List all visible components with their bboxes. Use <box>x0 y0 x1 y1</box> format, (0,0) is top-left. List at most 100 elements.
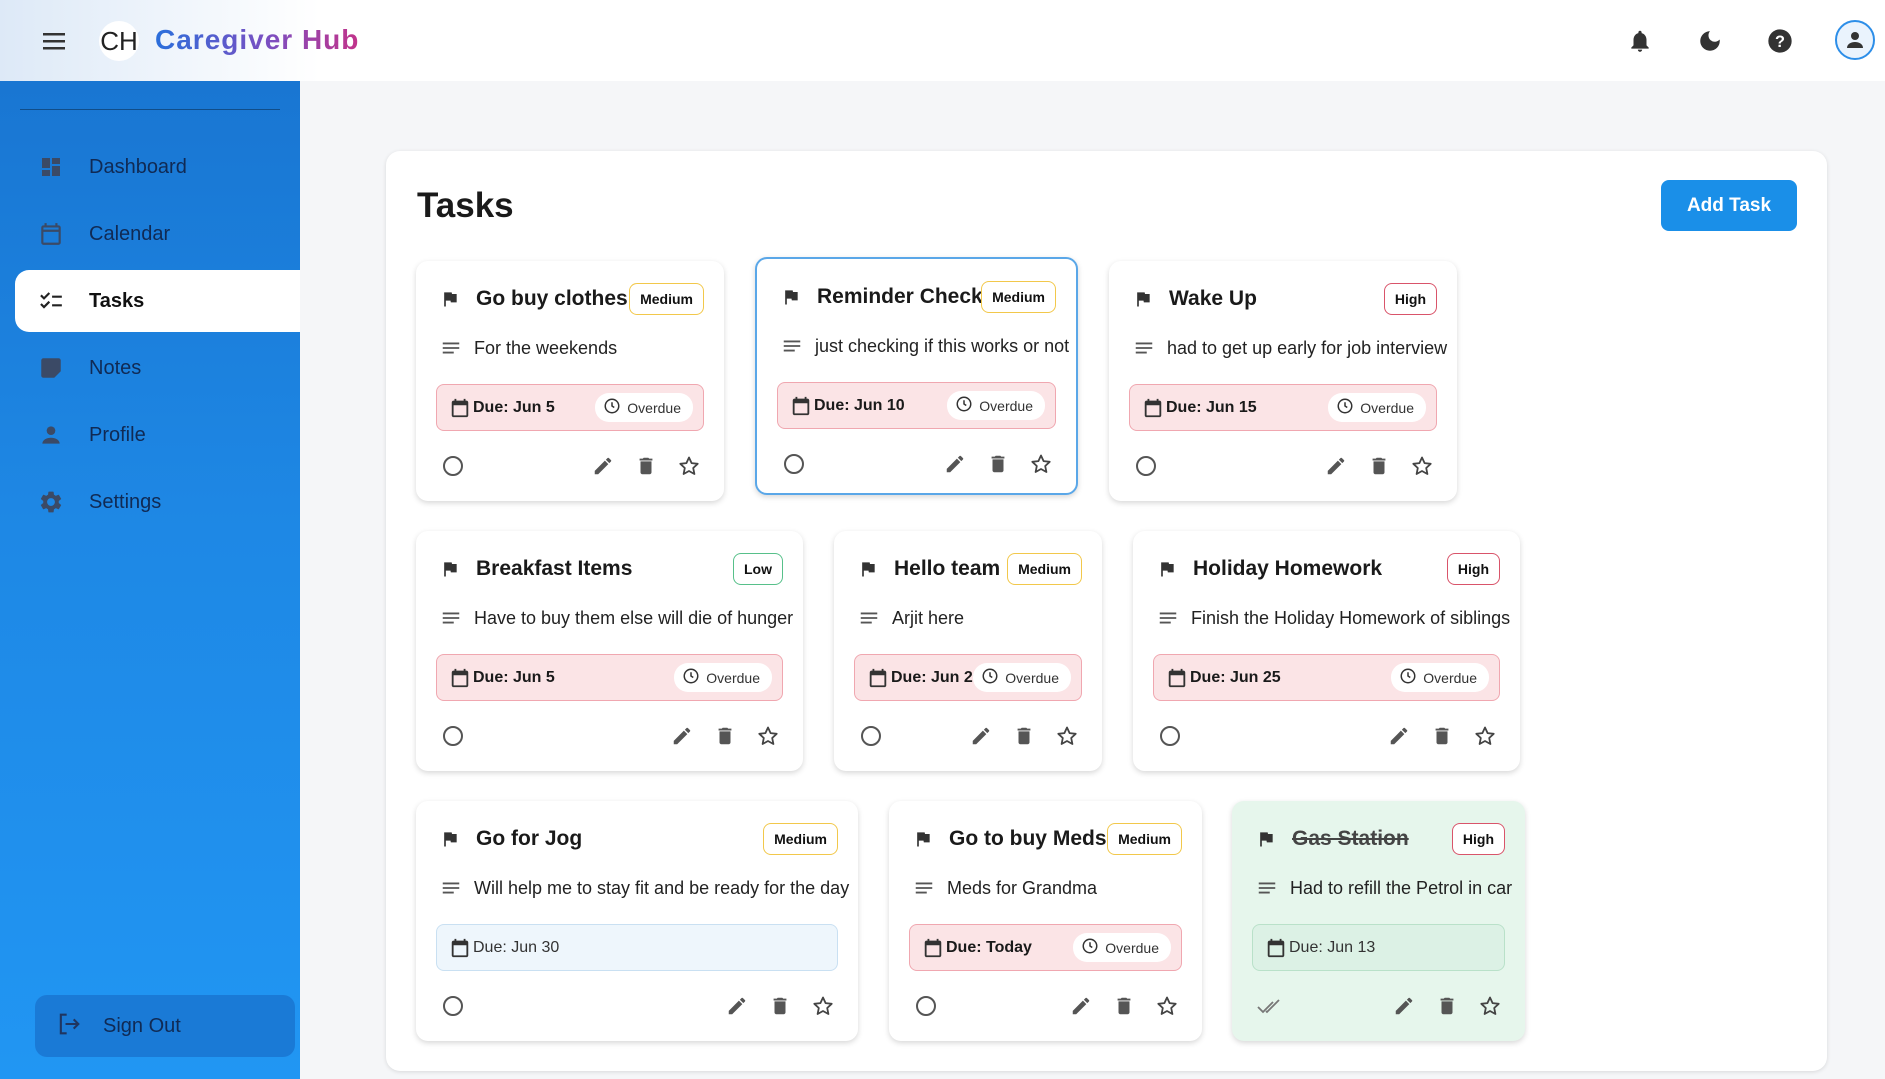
task-header: Hello team Medium <box>858 553 1082 585</box>
edit-icon[interactable] <box>1323 453 1349 479</box>
description-icon <box>781 335 803 357</box>
complete-toggle-icon[interactable] <box>440 993 466 1019</box>
star-icon[interactable] <box>1409 453 1435 479</box>
calendar-icon <box>449 397 471 419</box>
edit-icon[interactable] <box>1391 993 1417 1019</box>
complete-toggle-icon[interactable] <box>781 451 807 477</box>
task-description: Finish the Holiday Homework of siblings <box>1191 607 1511 628</box>
clock-icon <box>682 667 706 688</box>
star-icon[interactable] <box>1477 993 1503 1019</box>
task-description-row: Meds for Grandma <box>913 873 1188 903</box>
delete-icon[interactable] <box>1366 453 1392 479</box>
clock-icon <box>981 667 1005 688</box>
due-date: Due: Jun 10 <box>814 396 905 414</box>
flag-icon <box>1133 289 1153 309</box>
complete-toggle-icon[interactable] <box>858 723 884 749</box>
menu-icon[interactable] <box>38 25 70 57</box>
sign-out-button[interactable]: Sign Out <box>35 995 295 1057</box>
account-icon[interactable] <box>1835 20 1875 60</box>
task-description: Have to buy them else will die of hunger <box>474 607 794 628</box>
edit-icon[interactable] <box>942 451 968 477</box>
complete-toggle-icon[interactable] <box>913 993 939 1019</box>
calendar-icon <box>922 937 944 959</box>
due-date-box: Due: Jun 30 <box>436 924 838 971</box>
task-card[interactable]: Reminder Check Medium just checking if t… <box>755 257 1078 495</box>
star-icon[interactable] <box>755 723 781 749</box>
task-actions <box>781 449 1054 479</box>
gear-icon <box>37 488 65 516</box>
task-description-row: had to get up early for job interview <box>1133 333 1447 363</box>
task-card[interactable]: Go for Jog Medium Will help me to stay f… <box>416 801 858 1041</box>
status-label: Overdue <box>1423 669 1477 686</box>
delete-icon[interactable] <box>633 453 659 479</box>
status-label: Overdue <box>1360 399 1414 416</box>
sidebar-item-label: Profile <box>89 423 146 446</box>
complete-toggle-icon[interactable] <box>440 723 466 749</box>
delete-icon[interactable] <box>1111 993 1137 1019</box>
task-title: Breakfast Items <box>476 557 633 580</box>
flag-icon <box>1157 559 1177 579</box>
complete-toggle-icon[interactable] <box>440 453 466 479</box>
task-card[interactable]: Gas Station High Had to refill the Petro… <box>1232 801 1525 1041</box>
task-header: Holiday Homework High <box>1157 553 1500 585</box>
priority-badge: Medium <box>981 281 1056 313</box>
overdue-chip: Overdue <box>973 663 1071 692</box>
sidebar-item-profile[interactable]: Profile <box>15 404 300 466</box>
task-card[interactable]: Wake Up High had to get up early for job… <box>1109 261 1457 501</box>
due-date: Due: Jun 13 <box>1289 938 1376 956</box>
task-card[interactable]: Breakfast Items Low Have to buy them els… <box>416 531 803 771</box>
star-icon[interactable] <box>1028 451 1054 477</box>
page-title: Tasks <box>417 186 514 225</box>
edit-icon[interactable] <box>724 993 750 1019</box>
help-icon[interactable]: ? <box>1763 24 1797 58</box>
add-task-button[interactable]: Add Task <box>1661 180 1797 231</box>
priority-badge: Medium <box>1007 553 1082 585</box>
task-card[interactable]: Go buy clothes Medium For the weekends D… <box>416 261 724 501</box>
sidebar-item-label: Settings <box>89 490 162 513</box>
delete-icon[interactable] <box>985 451 1011 477</box>
priority-badge: Medium <box>629 283 704 315</box>
completed-check-icon[interactable] <box>1256 993 1282 1019</box>
edit-icon[interactable] <box>968 723 994 749</box>
clock-icon <box>1336 397 1360 418</box>
overdue-chip: Overdue <box>595 393 693 422</box>
person-icon <box>37 421 65 449</box>
task-header: Go buy clothes Medium <box>440 283 704 315</box>
complete-toggle-icon[interactable] <box>1133 453 1159 479</box>
delete-icon[interactable] <box>767 993 793 1019</box>
edit-icon[interactable] <box>590 453 616 479</box>
sidebar-item-notes[interactable]: Notes <box>15 337 300 399</box>
bell-icon[interactable] <box>1623 24 1657 58</box>
star-icon[interactable] <box>1472 723 1498 749</box>
task-card[interactable]: Holiday Homework High Finish the Holiday… <box>1133 531 1520 771</box>
task-header: Go for Jog Medium <box>440 823 838 855</box>
star-icon[interactable] <box>1054 723 1080 749</box>
star-icon[interactable] <box>810 993 836 1019</box>
overdue-chip: Overdue <box>947 391 1045 420</box>
calendar-icon <box>1142 397 1164 419</box>
edit-icon[interactable] <box>1386 723 1412 749</box>
task-title: Holiday Homework <box>1193 557 1383 580</box>
moon-icon[interactable] <box>1693 24 1727 58</box>
edit-icon[interactable] <box>1068 993 1094 1019</box>
task-description-row: Had to refill the Petrol in car <box>1256 873 1513 903</box>
sidebar-item-dashboard[interactable]: Dashboard <box>15 136 300 198</box>
edit-icon[interactable] <box>669 723 695 749</box>
delete-icon[interactable] <box>1011 723 1037 749</box>
delete-icon[interactable] <box>712 723 738 749</box>
sidebar-item-tasks[interactable]: Tasks <box>15 270 300 332</box>
task-description: For the weekends <box>474 337 618 358</box>
complete-toggle-icon[interactable] <box>1157 723 1183 749</box>
sidebar-item-settings[interactable]: Settings <box>15 471 300 533</box>
delete-icon[interactable] <box>1429 723 1455 749</box>
delete-icon[interactable] <box>1434 993 1460 1019</box>
task-title: Hello team <box>894 557 1001 580</box>
star-icon[interactable] <box>676 453 702 479</box>
sidebar-item-calendar[interactable]: Calendar <box>15 203 300 265</box>
task-card[interactable]: Hello team Medium Arjit here Due: Jun 20… <box>834 531 1102 771</box>
sidebar-item-label: Notes <box>89 356 142 379</box>
task-description: Arjit here <box>892 607 965 628</box>
star-icon[interactable] <box>1154 993 1180 1019</box>
task-description: Had to refill the Petrol in car <box>1290 877 1513 898</box>
task-card[interactable]: Go to buy Meds Medium Meds for Grandma D… <box>889 801 1202 1041</box>
